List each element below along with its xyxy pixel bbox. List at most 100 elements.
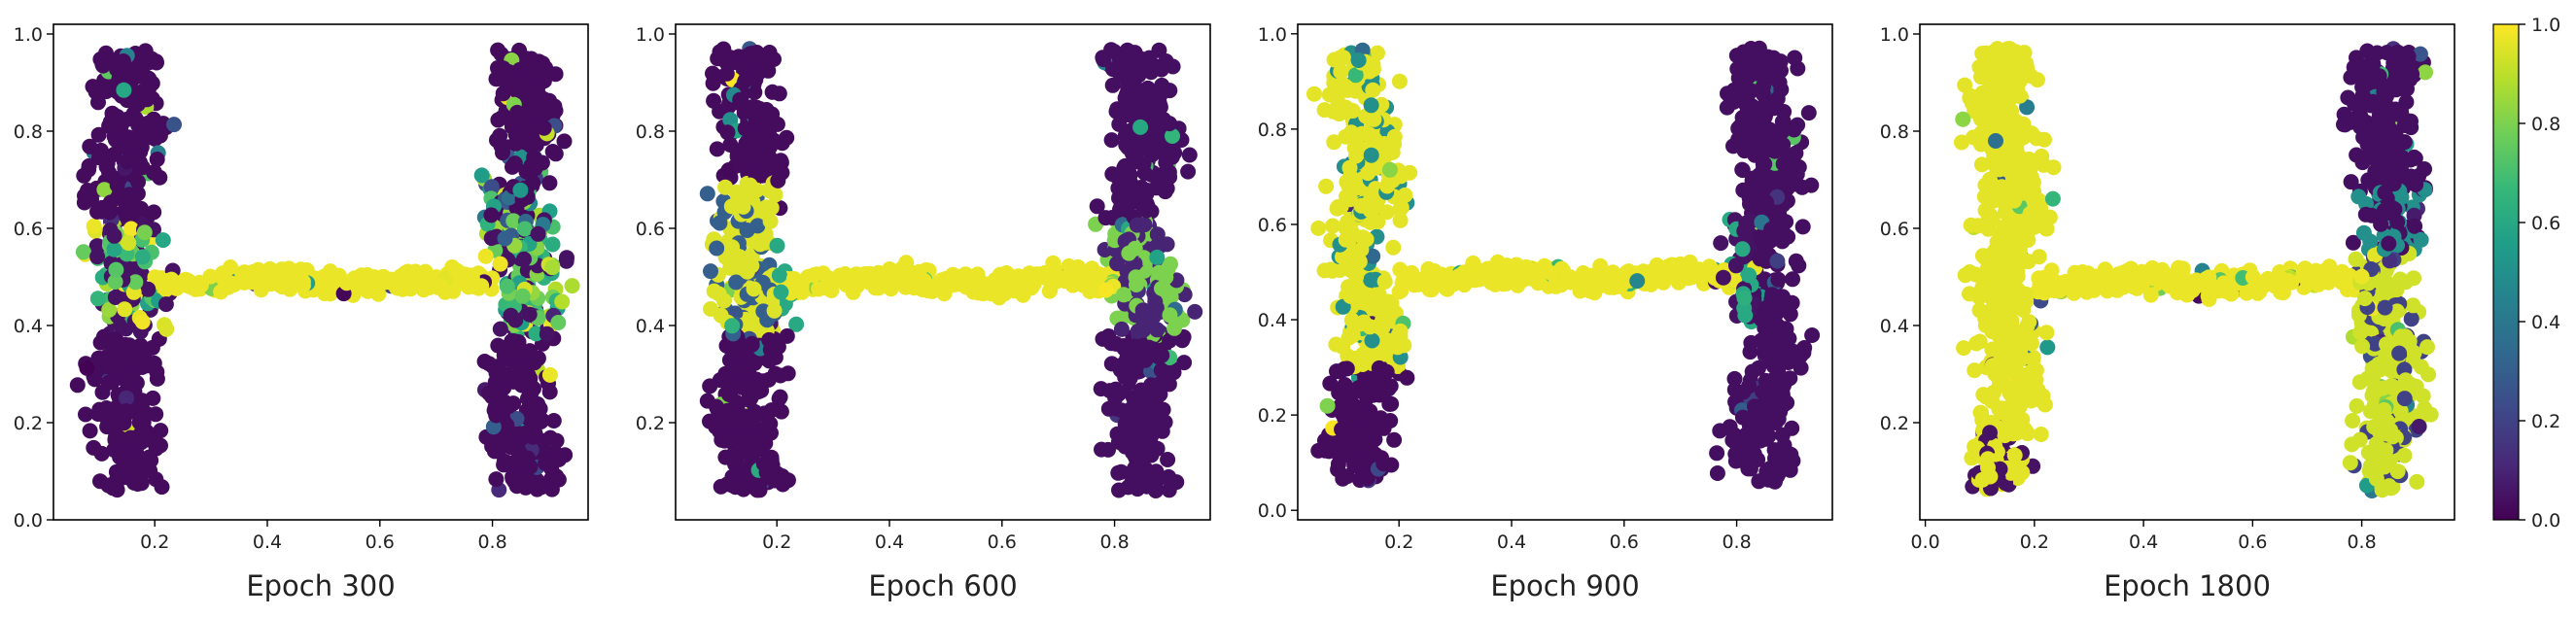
scatter-point	[1140, 307, 1157, 324]
scatter-point	[718, 54, 735, 71]
scatter-point	[1365, 248, 1381, 264]
scatter-point	[125, 70, 142, 86]
scatter-point	[2343, 69, 2359, 86]
scatter-point	[136, 224, 153, 241]
x-axis-ticks: 0.2 0.4 0.6 0.8	[1384, 520, 1752, 553]
scatter-point	[2405, 297, 2421, 314]
scatter-point	[101, 164, 118, 181]
scatter-point	[505, 158, 520, 175]
scatter-points	[69, 42, 580, 498]
scatter-point	[1970, 218, 1986, 234]
scatter-point	[1775, 325, 1792, 341]
scatter-point	[2320, 274, 2337, 291]
scatter-point	[1089, 198, 1105, 215]
scatter-point	[495, 145, 510, 161]
scatter-point	[1701, 258, 1718, 275]
scatter-point	[1762, 173, 1779, 189]
scatter-point	[915, 282, 931, 298]
scatter-point	[1957, 267, 1973, 284]
scatter-point	[1341, 159, 1358, 176]
scatter-point	[744, 336, 760, 353]
scatter-point	[507, 312, 524, 328]
scatter-point	[473, 167, 490, 184]
scatter-point	[1165, 128, 1180, 144]
scatter-point	[1985, 286, 2002, 302]
scatter-point	[1956, 340, 1972, 357]
scatter-point	[1166, 320, 1183, 336]
scatter-point	[2350, 189, 2367, 205]
y-tick-label: 0.4	[636, 316, 665, 337]
scatter-point	[1159, 180, 1175, 196]
scatter-point	[176, 272, 192, 289]
scatter-point	[769, 237, 785, 254]
scatter-point	[140, 281, 157, 297]
scatter-point	[1363, 97, 1379, 114]
scatter-point	[1737, 96, 1754, 113]
scatter-point	[1324, 262, 1340, 279]
scatter-point	[544, 259, 561, 276]
scatter-point	[734, 416, 750, 432]
scatter-point	[1715, 269, 1731, 286]
scatter-point	[1743, 334, 1759, 351]
scatter-point	[1967, 362, 1983, 379]
scatter-point	[1804, 327, 1821, 343]
scatter-point	[95, 57, 111, 74]
scatter-point	[1132, 119, 1149, 135]
scatter-point	[2409, 473, 2425, 490]
scatter-point	[149, 152, 165, 167]
scatter-point	[1367, 446, 1383, 463]
scatter-point	[256, 264, 272, 281]
scatter-point	[1796, 340, 1813, 356]
scatter-point	[1440, 281, 1455, 297]
scatter-point	[142, 463, 158, 479]
scatter-point	[2344, 436, 2360, 453]
scatter-point	[1754, 311, 1770, 327]
scatter-point	[541, 175, 558, 191]
scatter-point	[564, 278, 580, 294]
scatter-point	[1162, 116, 1178, 132]
scatter-point	[508, 373, 525, 389]
scatter-point	[1133, 472, 1150, 489]
scatter-point	[1548, 277, 1563, 293]
scatter-point	[1350, 52, 1367, 68]
scatter-point	[127, 274, 144, 291]
scatter-point	[2349, 397, 2365, 414]
scatter-point	[122, 221, 139, 237]
scatter-point	[86, 439, 102, 456]
scatter-point	[721, 387, 737, 402]
scatter-point	[473, 278, 490, 294]
scatter-point	[1110, 433, 1127, 450]
x-axis-ticks: 0.2 0.4 0.6 0.8	[140, 520, 507, 553]
scatter-point	[496, 453, 512, 469]
scatter-point	[1734, 241, 1751, 257]
scatter-point	[1399, 369, 1415, 386]
scatter-point	[109, 177, 125, 193]
scatter-point	[1562, 274, 1579, 291]
scatter-point	[1341, 191, 1358, 208]
scatter-point	[1079, 268, 1096, 285]
scatter-point	[556, 133, 573, 150]
scatter-point	[502, 338, 517, 355]
scatter-point	[144, 339, 160, 356]
scatter-point	[806, 267, 822, 284]
scatter-point	[517, 479, 534, 496]
scatter-point	[2031, 249, 2047, 265]
scatter-point	[1712, 423, 1728, 439]
scatter-point	[1326, 134, 1342, 151]
y-axis-ticks: 0.00.20.40.60.81.0	[14, 24, 53, 531]
scatter-point	[89, 249, 106, 265]
scatter-point	[1158, 269, 1174, 286]
scatter-point	[1373, 367, 1389, 384]
scatter-point	[131, 414, 148, 430]
scatter-point	[530, 350, 546, 366]
scatter-point	[730, 428, 746, 445]
scatter-point	[1317, 442, 1334, 459]
y-tick-label: 0.8	[636, 121, 665, 143]
scatter-point	[1385, 239, 1402, 256]
scatter-point	[1355, 229, 1372, 246]
scatter-point	[117, 457, 133, 473]
scatter-point	[121, 187, 137, 203]
scatter-point	[1153, 362, 1169, 378]
scatter-point	[1484, 261, 1501, 278]
